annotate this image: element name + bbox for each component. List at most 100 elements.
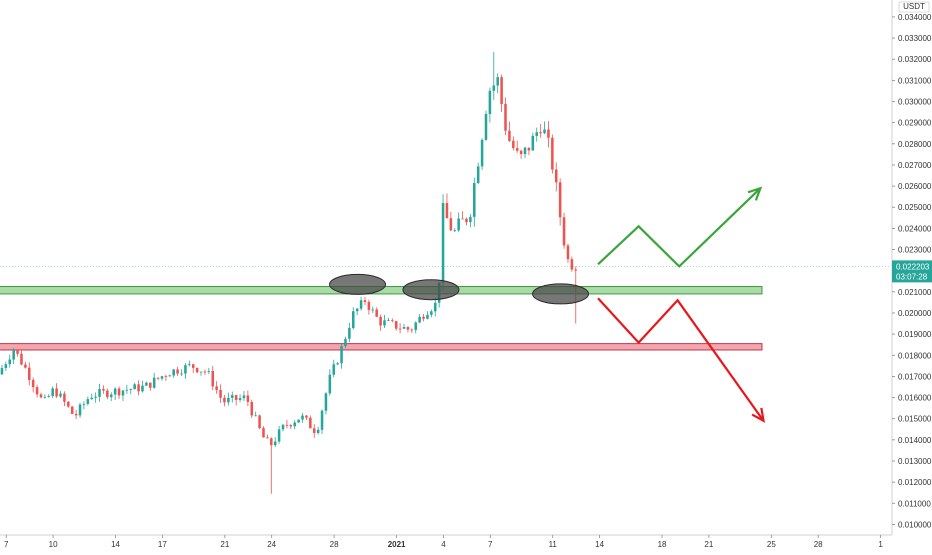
candle-body — [219, 389, 222, 398]
candle-body — [309, 417, 312, 429]
candle-body — [24, 364, 27, 368]
x-tick-label: 7 — [4, 540, 9, 549]
candles-layer — [0, 51, 578, 494]
candle-body — [391, 320, 394, 322]
candle-body — [570, 259, 574, 270]
candle-body — [31, 379, 35, 388]
y-tick-label: 0.028000 — [898, 140, 932, 149]
candle-body — [149, 382, 152, 388]
time-axis[interactable]: 7 10 14 17 21 24 28 2021 4 7 11 14 18 21 25 28 1 — [0, 534, 892, 549]
candle-body — [562, 217, 566, 246]
y-tick-label: 0.030000 — [898, 98, 932, 107]
price-tag-value: 0.022203 — [896, 262, 930, 271]
candle-body — [363, 300, 367, 302]
highlight-ellipse-2 — [402, 279, 460, 301]
candle-body — [515, 148, 519, 151]
candle-body — [63, 393, 66, 402]
price-axis[interactable]: USDT 0.034000 0.033000 0.032000 0.031000 0.03… — [891, 0, 932, 535]
arrows-layer — [597, 186, 765, 423]
candle-body — [78, 404, 82, 416]
candle-body — [238, 398, 242, 400]
candle-body — [418, 316, 421, 323]
candle-body — [461, 218, 464, 220]
candle-body — [0, 368, 4, 375]
candle-body — [168, 375, 172, 377]
x-tick-label: 4 — [441, 540, 446, 549]
zones-layer — [0, 266, 890, 351]
candle-body — [551, 137, 554, 170]
candle-body — [297, 419, 300, 423]
candle-body — [500, 77, 503, 104]
y-tick-label: 0.026000 — [898, 182, 932, 191]
candle-body — [270, 438, 273, 446]
x-tick-label: 10 — [49, 540, 58, 549]
candle-body — [164, 376, 168, 378]
y-tick-label: 0.015000 — [898, 415, 932, 424]
candle-body — [43, 396, 47, 398]
candle-body — [250, 401, 254, 416]
x-tick-label: 1 — [878, 540, 883, 549]
currency-label-box — [898, 1, 930, 13]
y-tick-label: 0.032000 — [898, 55, 932, 64]
x-tick-label: 28 — [814, 540, 823, 549]
candle-body — [422, 316, 425, 319]
y-tick-label: 0.014000 — [898, 436, 932, 445]
y-tick-label: 0.020000 — [898, 309, 932, 318]
y-tick-label: 0.010000 — [898, 520, 932, 529]
candle-body — [527, 147, 531, 151]
y-tick-label: 0.018000 — [898, 351, 932, 360]
candle-body — [35, 387, 39, 395]
x-tick-label: 17 — [158, 540, 167, 549]
candle-body — [207, 371, 211, 372]
candle-body — [519, 150, 523, 155]
candle-body — [547, 129, 550, 138]
candle-body — [301, 415, 304, 420]
candle-body — [441, 203, 445, 283]
candle-body — [512, 140, 515, 149]
candle-body — [223, 397, 226, 403]
ellipses-layer — [329, 273, 590, 305]
candle-body — [258, 415, 261, 429]
candle-body — [316, 429, 320, 433]
candle-body — [67, 401, 70, 407]
highlight-ellipse-1 — [329, 273, 387, 295]
candle-body — [98, 388, 101, 397]
y-tick-label: 0.013000 — [898, 457, 932, 466]
bullish-arrow-head — [747, 186, 763, 201]
candle-body — [273, 441, 277, 446]
candle-body — [531, 135, 535, 151]
candle-body — [199, 371, 203, 373]
candle-body — [234, 395, 238, 400]
candle-body — [137, 384, 140, 392]
candle-body — [211, 371, 215, 387]
candle-body — [469, 216, 472, 223]
candle-body — [383, 320, 386, 326]
candle-body — [523, 147, 527, 155]
candle-body — [113, 388, 117, 395]
candle-body — [394, 321, 398, 329]
x-tick-label: 25 — [767, 540, 776, 549]
candle-body — [160, 376, 164, 379]
candle-body — [28, 367, 31, 380]
resistance-zone — [0, 343, 763, 351]
candle-body — [324, 393, 328, 411]
candle-body — [320, 410, 324, 430]
y-tick-label: 0.021000 — [898, 288, 932, 297]
bearish-arrow — [597, 297, 765, 422]
bearish-arrow-head — [751, 407, 765, 423]
candle-body — [398, 328, 402, 330]
candle-body — [473, 183, 476, 217]
candle-body — [371, 309, 375, 311]
candle-body — [8, 359, 12, 365]
y-tick-label: 0.016000 — [898, 394, 932, 403]
candle-body — [125, 389, 129, 391]
candle-body — [410, 329, 414, 331]
candle-body — [367, 301, 371, 310]
candle-body — [574, 269, 578, 271]
candle-body — [145, 382, 148, 386]
candle-body — [535, 132, 539, 136]
candle-body — [340, 346, 343, 364]
price-tag — [892, 260, 932, 283]
